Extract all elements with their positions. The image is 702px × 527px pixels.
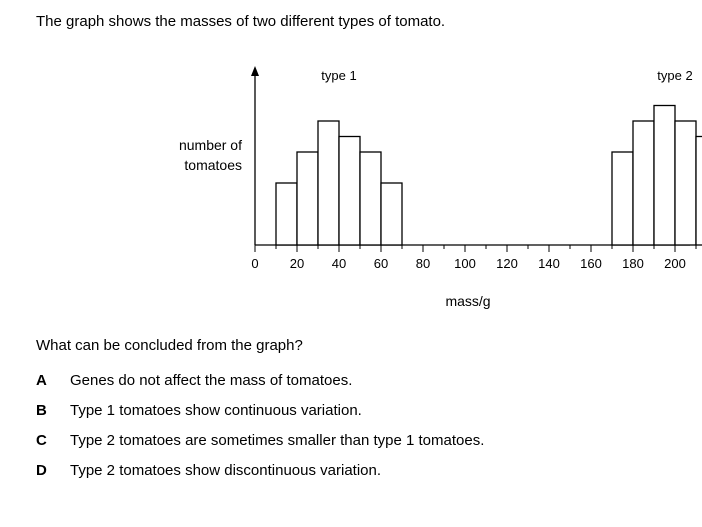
x-tick-label: 180 xyxy=(622,256,644,271)
option-d-letter: D xyxy=(36,462,47,479)
option-b-text: Type 1 tomatoes show continuous variatio… xyxy=(70,402,362,419)
x-tick-label: 140 xyxy=(538,256,560,271)
x-tick-label: 0 xyxy=(251,256,258,271)
y-axis-label: tomatoes xyxy=(184,157,242,173)
option-a-text: Genes do not affect the mass of tomatoes… xyxy=(70,372,353,389)
bar-type-1-2 xyxy=(296,151,319,246)
series-label-1: type 1 xyxy=(321,68,356,83)
y-axis-label: number of xyxy=(179,137,242,153)
x-tick-label: 80 xyxy=(416,256,430,271)
question-text: What can be concluded from the graph? xyxy=(36,337,303,354)
x-tick-label: 20 xyxy=(290,256,304,271)
option-c-letter: C xyxy=(36,432,47,449)
bar-type-1-4 xyxy=(338,135,361,246)
bar-type-2-3 xyxy=(653,104,676,246)
intro-text: The graph shows the masses of two differ… xyxy=(36,13,446,30)
x-axis-label: mass/g xyxy=(445,293,490,309)
x-tick-label: 120 xyxy=(496,256,518,271)
bar-type-2-4 xyxy=(674,120,697,246)
option-c-text: Type 2 tomatoes are sometimes smaller th… xyxy=(70,432,485,449)
option-b-letter: B xyxy=(36,402,47,419)
bar-type-1-5 xyxy=(359,151,382,246)
bar-type-2-1 xyxy=(611,151,634,246)
x-tick-label: 200 xyxy=(664,256,686,271)
option-d-text: Type 2 tomatoes show discontinuous varia… xyxy=(70,462,382,479)
bar-type-1-1 xyxy=(275,182,298,246)
x-tick-label: 60 xyxy=(374,256,388,271)
x-tick-label: 160 xyxy=(580,256,602,271)
series-label-2: type 2 xyxy=(657,68,692,83)
bar-type-1-3 xyxy=(317,120,340,246)
x-tick-label: 40 xyxy=(332,256,346,271)
bar-type-2-2 xyxy=(632,120,655,246)
option-a-letter: A xyxy=(36,372,47,389)
bar-type-1-6 xyxy=(380,182,403,246)
histogram-chart: 020406080100120140160180200220type 1type… xyxy=(179,66,702,309)
x-tick-label: 100 xyxy=(454,256,476,271)
bar-type-2-5 xyxy=(695,135,702,246)
y-axis-arrow xyxy=(251,66,259,76)
